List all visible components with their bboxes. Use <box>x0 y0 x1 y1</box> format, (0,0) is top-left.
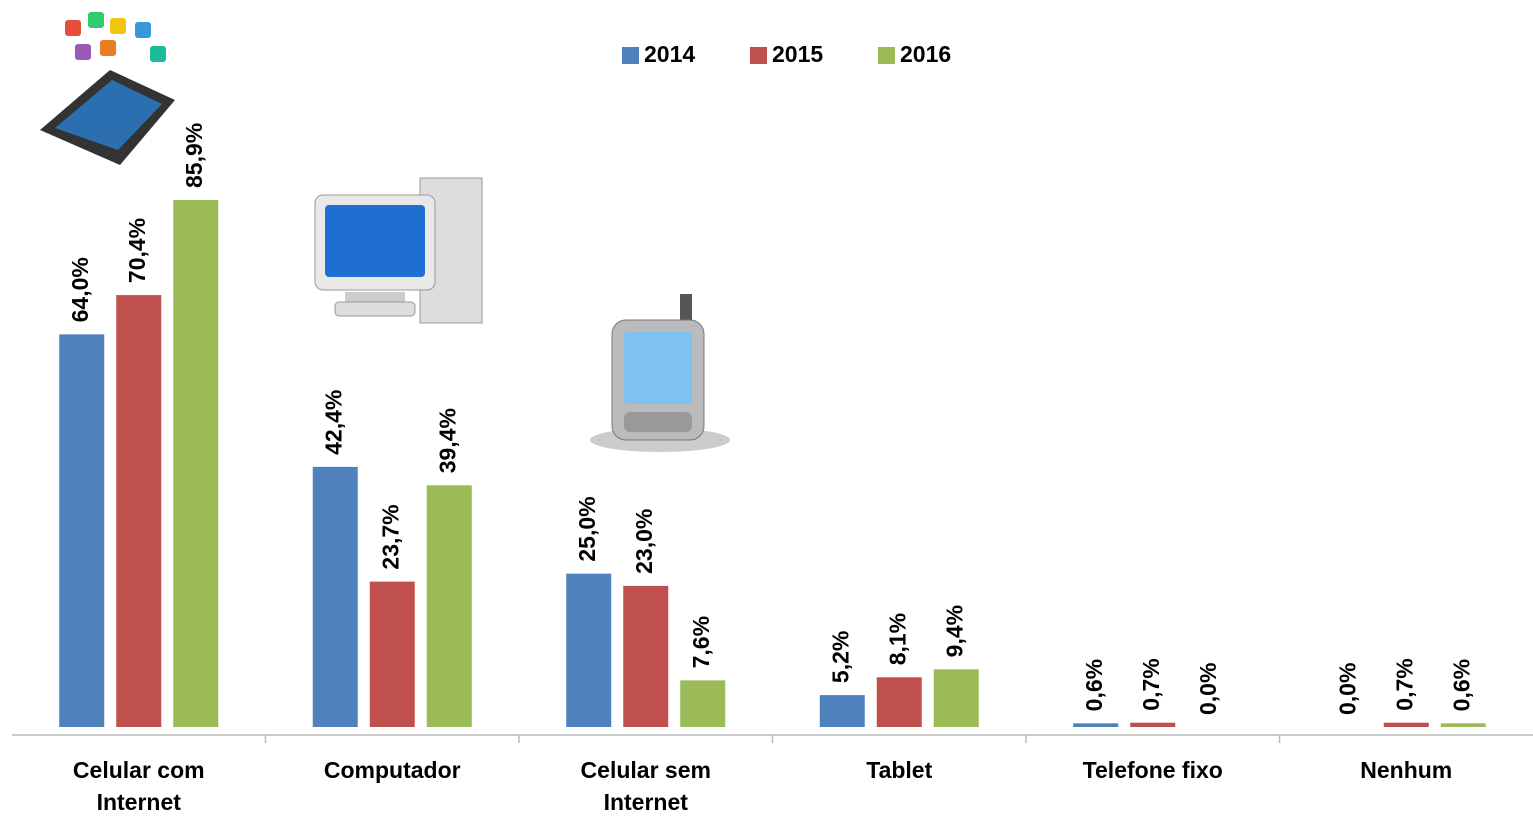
x-tick-label: Celular sem Internet <box>580 757 711 815</box>
x-tick-label: Computador <box>323 757 461 783</box>
bar <box>566 573 612 727</box>
bar <box>369 581 415 727</box>
data-label: 42,4% <box>320 390 346 455</box>
data-label: 70,4% <box>124 218 150 283</box>
data-label: 85,9% <box>181 123 207 188</box>
legend-swatch <box>878 47 895 64</box>
data-label: 0,7% <box>1391 658 1417 710</box>
bar <box>1130 722 1176 727</box>
bar <box>819 695 865 727</box>
data-label: 0,6% <box>1081 659 1107 711</box>
bar <box>623 585 669 727</box>
bar <box>876 677 922 727</box>
bar <box>1383 722 1429 727</box>
data-label: 0,0% <box>1334 663 1360 715</box>
data-label: 39,4% <box>434 408 460 473</box>
bar <box>1440 723 1486 727</box>
legend-label: 2016 <box>900 41 951 67</box>
bar <box>59 334 105 727</box>
bar <box>680 680 726 727</box>
data-label: 23,0% <box>631 509 657 574</box>
data-label: 5,2% <box>827 631 853 683</box>
legend-label: 2014 <box>644 41 695 67</box>
x-tick-label: Telefone fixo <box>1082 757 1223 783</box>
bar <box>173 200 219 727</box>
data-label: 9,4% <box>941 605 967 657</box>
data-label: 0,6% <box>1448 659 1474 711</box>
cellphone-icon <box>590 294 730 452</box>
bar <box>426 485 472 727</box>
bar <box>933 669 979 727</box>
legend-label: 2015 <box>772 41 823 67</box>
bar <box>116 295 162 727</box>
legend-swatch <box>622 47 639 64</box>
data-label: 8,1% <box>884 613 910 665</box>
bar <box>312 466 358 727</box>
computer-icon <box>314 177 483 324</box>
bar <box>1073 723 1119 727</box>
data-label: 0,0% <box>1195 663 1221 715</box>
data-label: 23,7% <box>377 504 403 569</box>
data-label: 0,7% <box>1138 658 1164 710</box>
data-label: 25,0% <box>574 496 600 561</box>
data-label: 64,0% <box>67 257 93 322</box>
data-label: 7,6% <box>688 616 714 668</box>
x-tick-label: Nenhum <box>1360 757 1453 783</box>
x-tick-label: Tablet <box>866 757 933 783</box>
x-tick-label: Celular com Internet <box>72 757 205 815</box>
smartphone-icon <box>40 12 175 165</box>
legend-swatch <box>750 47 767 64</box>
